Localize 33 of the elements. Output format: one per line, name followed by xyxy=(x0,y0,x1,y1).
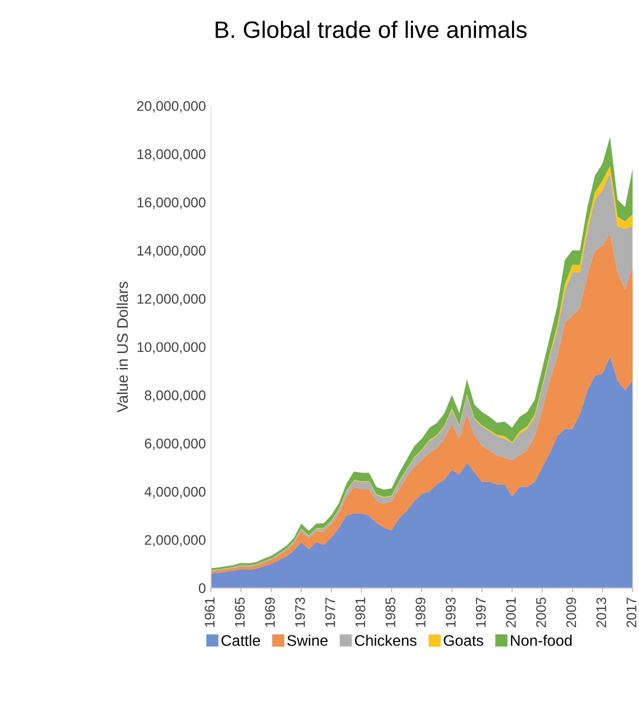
x-tick-label: 1965 xyxy=(234,598,245,627)
legend-label: Goats xyxy=(444,635,484,646)
x-tick-label: 1973 xyxy=(295,598,305,627)
y-tick-label: 20,000,000 xyxy=(137,101,206,113)
x-tick-label: 1997 xyxy=(476,598,486,627)
x-tick-label: 2017 xyxy=(626,598,636,628)
x-tick-label: 1981 xyxy=(355,598,366,627)
y-tick-label: 4,000,000 xyxy=(144,486,206,498)
y-tick-label: 2,000,000 xyxy=(144,535,206,547)
legend-label: Swine xyxy=(287,634,328,646)
x-tick-label: 1969 xyxy=(265,598,275,627)
legend-label: Chickens xyxy=(354,634,416,646)
x-tick-label: 2001 xyxy=(506,598,516,628)
x-tick-label: 1985 xyxy=(386,598,396,627)
y-tick-label: 10,000,000 xyxy=(138,342,206,354)
y-tick-label: 6,000,000 xyxy=(144,438,206,450)
chart-title: B. Global trade of live animals xyxy=(216,20,527,38)
y-tick-label: 18,000,000 xyxy=(138,149,206,161)
x-tick-label: 1989 xyxy=(416,598,426,627)
y-tick-label: 12,000,000 xyxy=(138,294,206,306)
y-tick-label: 16,000,000 xyxy=(138,198,206,210)
y-tick-label: 8,000,000 xyxy=(144,390,206,402)
y-axis-title: Value in US Dollars xyxy=(116,282,128,412)
x-tick-label: 1993 xyxy=(446,598,456,627)
legend-label: Cattle xyxy=(222,634,260,646)
x-tick-label: 2009 xyxy=(566,598,576,628)
x-tick-label: 2005 xyxy=(536,598,546,628)
x-tick-label: 1961 xyxy=(204,598,215,627)
x-tick-label: 1977 xyxy=(325,598,336,627)
y-tick-label: 0 xyxy=(198,583,206,594)
x-tick-label: 2013 xyxy=(596,598,606,628)
legend-label: Non-food xyxy=(510,634,572,646)
y-tick-label: 14,000,000 xyxy=(138,246,206,258)
